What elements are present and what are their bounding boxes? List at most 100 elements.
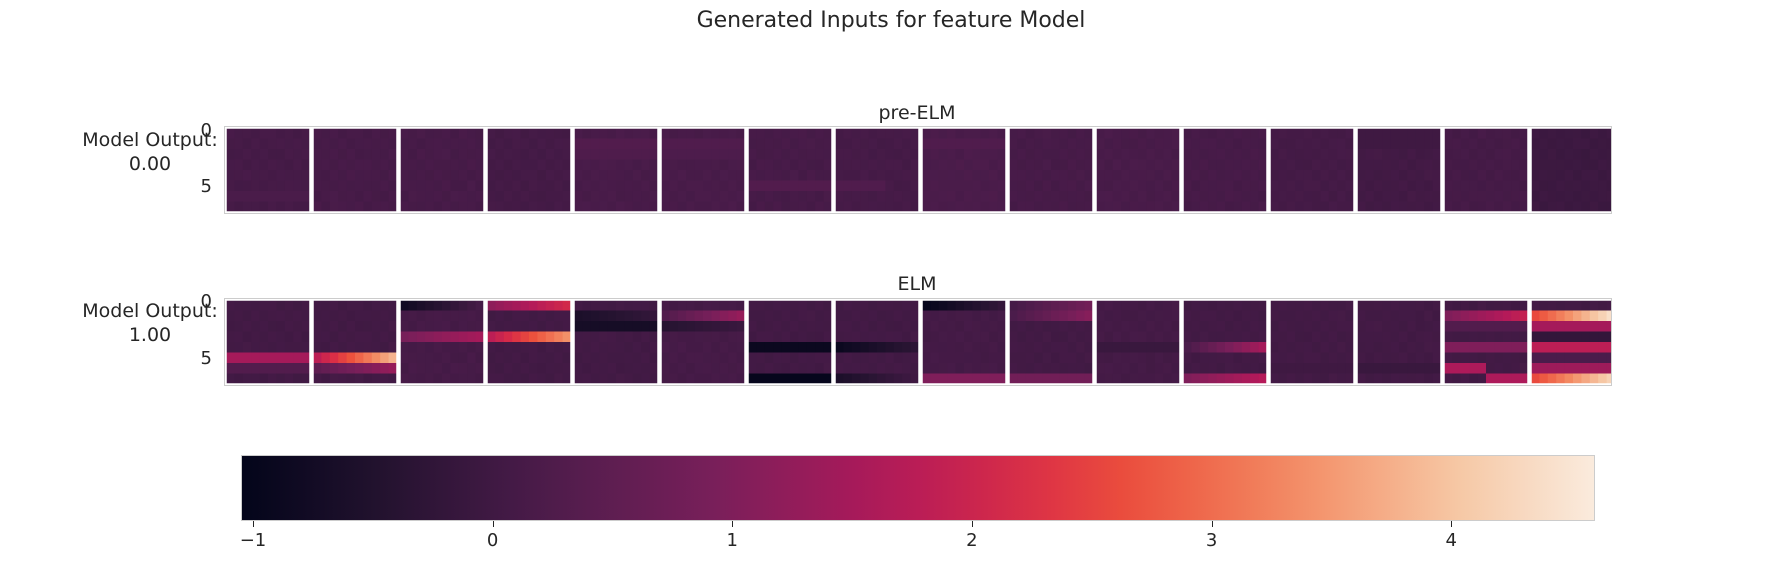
heatmap-cell <box>806 310 816 322</box>
heatmap-cell <box>624 138 634 150</box>
heatmap-cell <box>1519 159 1529 171</box>
heatmap-cell <box>1233 201 1243 213</box>
heatmap-cell <box>1494 310 1504 322</box>
heatmap-cell <box>1138 352 1147 364</box>
heatmap-cell <box>1278 149 1288 160</box>
heatmap-cell <box>520 149 530 160</box>
heatmap-cell <box>268 159 277 171</box>
heatmap-cell <box>1270 321 1279 332</box>
tile-border <box>834 127 920 213</box>
heatmap-cell <box>624 170 634 181</box>
heatmap-cell <box>1424 300 1434 311</box>
heatmap-cell <box>964 352 973 364</box>
heatmap-cell <box>276 363 286 374</box>
heatmap-cell <box>1531 191 1540 202</box>
heatmap-cell <box>1469 128 1479 139</box>
heatmap-cell <box>1424 170 1434 181</box>
heatmap-cell <box>1199 373 1209 385</box>
heatmap-cell <box>616 352 625 364</box>
heatmap-cell <box>1399 300 1408 311</box>
heatmap-cell <box>1519 138 1529 150</box>
heatmap-cell <box>798 149 808 160</box>
heatmap-cell <box>964 170 973 181</box>
heatmap-cell <box>1171 191 1181 202</box>
heatmap-cell <box>276 321 286 332</box>
tile-border <box>312 127 398 213</box>
heatmap-cell <box>1199 363 1209 374</box>
heatmap-cell <box>1129 342 1139 353</box>
heatmap-cell <box>467 342 477 353</box>
heatmap-cell <box>868 159 878 171</box>
heatmap-cell <box>1564 170 1574 181</box>
heatmap-cell <box>938 159 948 171</box>
heatmap-cell <box>669 128 679 139</box>
heatmap-cell <box>972 342 982 353</box>
heatmap-cell <box>1096 321 1105 332</box>
heatmap-cell <box>1444 170 1453 181</box>
heatmap-cell <box>1328 342 1338 353</box>
heatmap-cell <box>346 300 356 311</box>
heatmap-cell <box>1365 310 1375 322</box>
heatmap-cell <box>582 331 592 343</box>
heatmap-cell <box>1199 149 1209 160</box>
heatmap-cell <box>1059 159 1069 171</box>
heatmap-cell <box>1199 352 1209 364</box>
heatmap-cell <box>1270 352 1279 364</box>
heatmap-cell <box>1129 149 1139 160</box>
panel-frame <box>224 298 1612 386</box>
heatmap-cell <box>487 373 496 385</box>
heatmap-cell <box>388 170 398 181</box>
heatmap-cell <box>877 352 886 364</box>
heatmap-cell <box>371 310 381 322</box>
heatmap-cell <box>1076 363 1086 374</box>
heatmap-cell <box>259 128 269 139</box>
heatmap-cell <box>1581 331 1591 343</box>
heatmap-cell <box>1502 310 1512 322</box>
heatmap-cell <box>1399 373 1408 385</box>
heatmap-cell <box>545 300 555 311</box>
heatmap-cell <box>1320 138 1330 150</box>
heatmap-cell <box>823 201 833 213</box>
heatmap-cell <box>1051 201 1060 213</box>
heatmap-cell <box>938 149 948 160</box>
heatmap-cell <box>1017 373 1027 385</box>
heatmap-cell <box>835 138 844 150</box>
heatmap-cell <box>329 331 339 343</box>
heatmap-cell <box>1191 373 1201 385</box>
heatmap-cell <box>1258 321 1268 332</box>
heatmap-cell <box>711 159 721 171</box>
heatmap-cell <box>902 342 912 353</box>
heatmap-cell <box>1469 352 1479 364</box>
heatmap-cell <box>641 300 651 311</box>
heatmap-cell <box>242 191 252 202</box>
heatmap-cell <box>694 128 704 139</box>
heatmap-cell <box>756 300 766 311</box>
heatmap-cell <box>433 363 443 374</box>
heatmap-cell <box>955 159 965 171</box>
heatmap-cell <box>851 310 861 322</box>
heatmap-cell <box>1573 128 1582 139</box>
heatmap-cell <box>442 373 451 385</box>
heatmap-cell <box>276 128 286 139</box>
heatmap-cell <box>661 342 670 353</box>
heatmap-cell <box>458 138 468 150</box>
heatmap-cell <box>1129 138 1139 150</box>
heatmap-cell <box>1444 342 1453 353</box>
heatmap-cell <box>1444 159 1453 171</box>
heatmap-cell <box>661 138 670 150</box>
tile-border <box>1443 127 1529 213</box>
heatmap-cell <box>1511 342 1521 353</box>
heatmap-cell <box>624 321 634 332</box>
heatmap-cell <box>1589 191 1599 202</box>
heatmap-cell <box>1250 149 1260 160</box>
heatmap-cell <box>955 342 965 353</box>
heatmap-cell <box>1233 321 1243 332</box>
heatmap-cell <box>599 138 609 150</box>
heatmap-cell <box>1365 331 1375 343</box>
heatmap-cell <box>458 180 468 192</box>
heatmap-cell <box>1486 300 1495 311</box>
heatmap-cell <box>1112 352 1122 364</box>
heatmap-cell <box>1034 180 1044 192</box>
heatmap-cell <box>1258 342 1268 353</box>
heatmap-cell <box>790 191 799 202</box>
